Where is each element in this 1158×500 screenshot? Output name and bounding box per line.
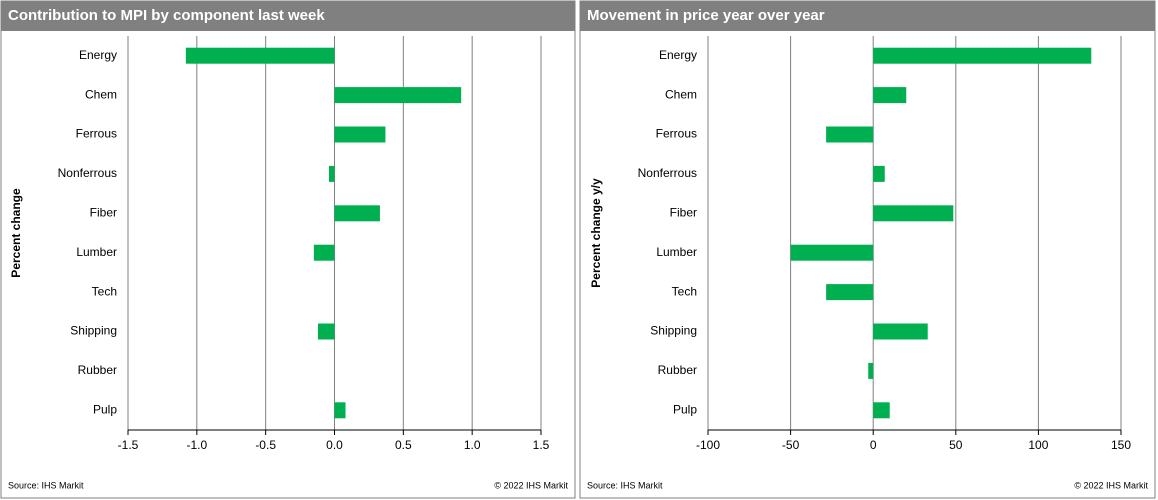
chart-title: Movement in price year over year — [587, 7, 825, 24]
category-label: Tech — [92, 284, 117, 298]
bar — [873, 165, 885, 182]
y-axis-label: Percent change — [9, 188, 23, 278]
y-axis-label: Percent change y/y — [589, 178, 603, 288]
x-tick-label: 1.5 — [533, 438, 550, 452]
category-label: Rubber — [658, 363, 697, 377]
category-label: Pulp — [93, 402, 117, 416]
bar — [334, 87, 462, 104]
bar — [873, 47, 1092, 64]
x-tick-label: 0 — [870, 438, 877, 452]
copyright: © 2022 IHS Markit — [1074, 480, 1148, 490]
source: Source: IHS Markit — [8, 480, 84, 490]
x-tick-label: 0.5 — [395, 438, 412, 452]
bar — [334, 126, 386, 143]
category-label: Lumber — [76, 245, 117, 259]
bar — [790, 244, 874, 261]
x-tick-label: 1.0 — [464, 438, 481, 452]
category-label: Shipping — [70, 324, 117, 338]
bar — [868, 362, 874, 379]
bar — [826, 126, 874, 143]
x-tick-label: 0.0 — [326, 438, 343, 452]
category-label: Chem — [85, 87, 117, 101]
x-tick-label: -100 — [696, 438, 720, 452]
x-tick-label: -1.5 — [118, 438, 139, 452]
category-label: Nonferrous — [58, 166, 117, 180]
x-tick-label: 150 — [1111, 438, 1131, 452]
copyright: © 2022 IHS Markit — [494, 480, 568, 490]
category-label: Lumber — [656, 245, 697, 259]
bar — [873, 402, 890, 419]
bar — [313, 244, 335, 261]
bar — [873, 87, 907, 104]
x-tick-label: 100 — [1028, 438, 1048, 452]
bar — [826, 284, 874, 301]
panel — [0, 0, 576, 499]
category-label: Pulp — [673, 402, 697, 416]
chart-title: Contribution to MPI by component last we… — [8, 7, 325, 24]
bar — [328, 165, 335, 182]
category-label: Energy — [79, 48, 117, 62]
category-label: Energy — [659, 48, 697, 62]
category-label: Rubber — [78, 363, 117, 377]
x-tick-label: 50 — [949, 438, 963, 452]
bar — [317, 323, 335, 340]
bar — [873, 205, 954, 222]
x-tick-label: -50 — [782, 438, 800, 452]
x-tick-label: -0.5 — [255, 438, 276, 452]
bar — [334, 205, 380, 222]
category-label: Tech — [672, 284, 697, 298]
source: Source: IHS Markit — [587, 480, 663, 490]
category-label: Fiber — [90, 205, 117, 219]
panel-header — [580, 1, 1155, 31]
category-label: Chem — [665, 87, 697, 101]
bar — [334, 402, 346, 419]
category-label: Shipping — [650, 324, 697, 338]
bar — [185, 47, 335, 64]
panel-header — [1, 1, 575, 31]
category-label: Ferrous — [656, 127, 697, 141]
category-label: Nonferrous — [638, 166, 697, 180]
x-tick-label: -1.0 — [186, 438, 207, 452]
category-label: Fiber — [670, 205, 697, 219]
bar — [873, 323, 928, 340]
category-label: Ferrous — [76, 127, 117, 141]
